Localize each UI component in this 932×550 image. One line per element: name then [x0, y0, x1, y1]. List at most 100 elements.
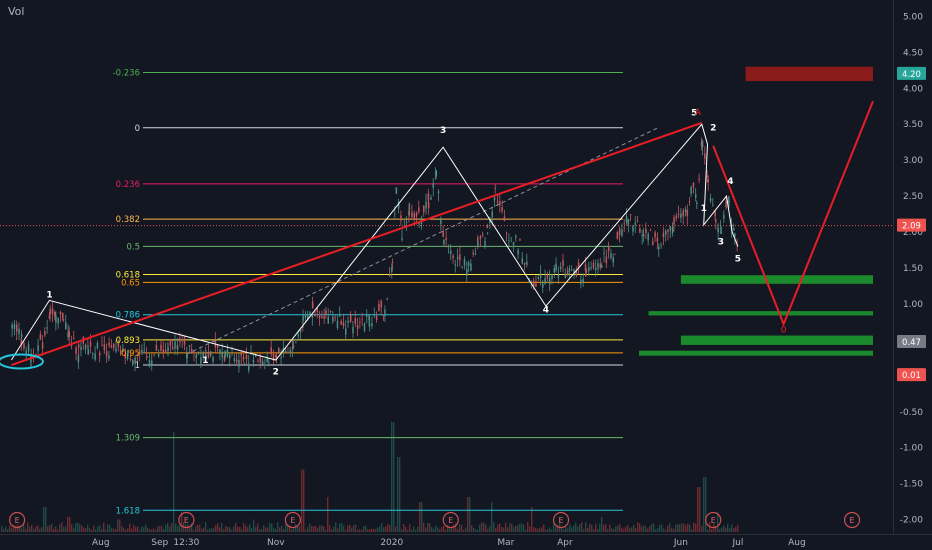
- candle: [127, 349, 129, 353]
- volume-bar: [647, 528, 649, 532]
- volume-bar: [273, 527, 275, 532]
- time-axis-tick: Mar: [497, 538, 514, 548]
- candle: [75, 347, 77, 354]
- volume-bar: [421, 502, 423, 532]
- volume-bar: [535, 528, 537, 532]
- fib-level-label: 0.236: [116, 180, 140, 190]
- candle: [49, 309, 51, 315]
- candle: [535, 281, 537, 287]
- candle: [292, 345, 295, 347]
- candle: [671, 226, 674, 233]
- candle: [181, 339, 183, 341]
- volume-bar: [29, 526, 31, 532]
- volume-bar: [627, 525, 629, 532]
- volume-bar: [715, 526, 717, 532]
- candle: [340, 321, 342, 325]
- price-badge: [897, 368, 926, 382]
- candle: [223, 355, 226, 361]
- volume-bar: [519, 523, 521, 532]
- wave-count-label: 5: [735, 255, 741, 265]
- volume-bar: [643, 525, 645, 532]
- volume-bar: [489, 525, 491, 532]
- support-zone: [680, 275, 873, 284]
- candle: [169, 339, 172, 346]
- candle: [470, 263, 472, 271]
- volume-bar: [33, 528, 35, 532]
- candle: [356, 325, 359, 329]
- volume-bar: [623, 529, 625, 532]
- candle: [388, 274, 391, 277]
- volume-bar: [201, 528, 203, 532]
- volume-bar: [515, 525, 517, 532]
- candle: [551, 274, 553, 280]
- candle: [368, 324, 371, 325]
- volume-bar: [89, 527, 91, 532]
- candle: [179, 338, 181, 342]
- volume-bar: [275, 528, 277, 532]
- volume-bar: [7, 529, 9, 532]
- candle: [694, 194, 697, 198]
- volume-bar: [605, 524, 607, 532]
- volume-bar: [631, 527, 633, 532]
- candle: [41, 342, 44, 349]
- candle: [642, 234, 645, 237]
- candle: [555, 263, 557, 271]
- candle: [639, 228, 641, 233]
- volume-bar: [439, 529, 441, 532]
- volume-bar: [87, 524, 89, 532]
- volume-bar: [15, 526, 17, 532]
- candle: [673, 217, 675, 225]
- volume-bar: [399, 457, 401, 532]
- volume-bar: [97, 526, 99, 532]
- volume-bar: [255, 526, 257, 532]
- candle: [517, 249, 519, 255]
- price-badge-label: 0.47: [902, 338, 921, 348]
- volume-bar: [457, 528, 459, 532]
- candle: [30, 354, 32, 359]
- volume-bar: [243, 523, 245, 532]
- candle: [146, 356, 148, 358]
- candle: [37, 345, 39, 351]
- volume-bar: [331, 529, 333, 532]
- volume-bar: [649, 525, 651, 532]
- volume-bar: [369, 529, 371, 532]
- volume-bar: [193, 529, 195, 532]
- candle: [450, 250, 452, 254]
- volume-bar: [237, 526, 239, 532]
- candle: [205, 356, 207, 359]
- volume-bar: [163, 529, 165, 532]
- candle: [299, 328, 302, 333]
- volume-bar: [719, 529, 721, 532]
- candle: [645, 228, 647, 233]
- volume-bar: [467, 497, 469, 532]
- volume-bar: [347, 525, 349, 532]
- volume-bar: [73, 527, 75, 532]
- volume-bar: [315, 526, 317, 532]
- volume-bar: [207, 529, 209, 532]
- earnings-event-icon: [552, 511, 570, 529]
- candle: [59, 312, 62, 315]
- volume-bar: [635, 528, 637, 532]
- candle: [160, 344, 162, 351]
- candle: [371, 323, 373, 326]
- fib-level-label: -0.236: [113, 68, 140, 78]
- volume-bar: [197, 524, 199, 532]
- candle: [566, 271, 569, 276]
- volume-bar: [607, 528, 609, 532]
- candle: [494, 187, 496, 189]
- volume-bar: [59, 524, 61, 532]
- volume-bar: [721, 527, 723, 532]
- volume-bar: [427, 522, 429, 532]
- candle: [508, 240, 510, 242]
- price-badge-label: 2.09: [902, 222, 921, 232]
- candle: [174, 341, 176, 349]
- volume-bar: [523, 524, 525, 532]
- elliott-wave-path: [10, 123, 739, 361]
- candle: [141, 349, 143, 354]
- volume-bar: [81, 525, 83, 532]
- volume-bar: [317, 528, 319, 532]
- candle: [108, 355, 110, 359]
- volume-bar: [657, 527, 659, 532]
- candle: [202, 352, 204, 358]
